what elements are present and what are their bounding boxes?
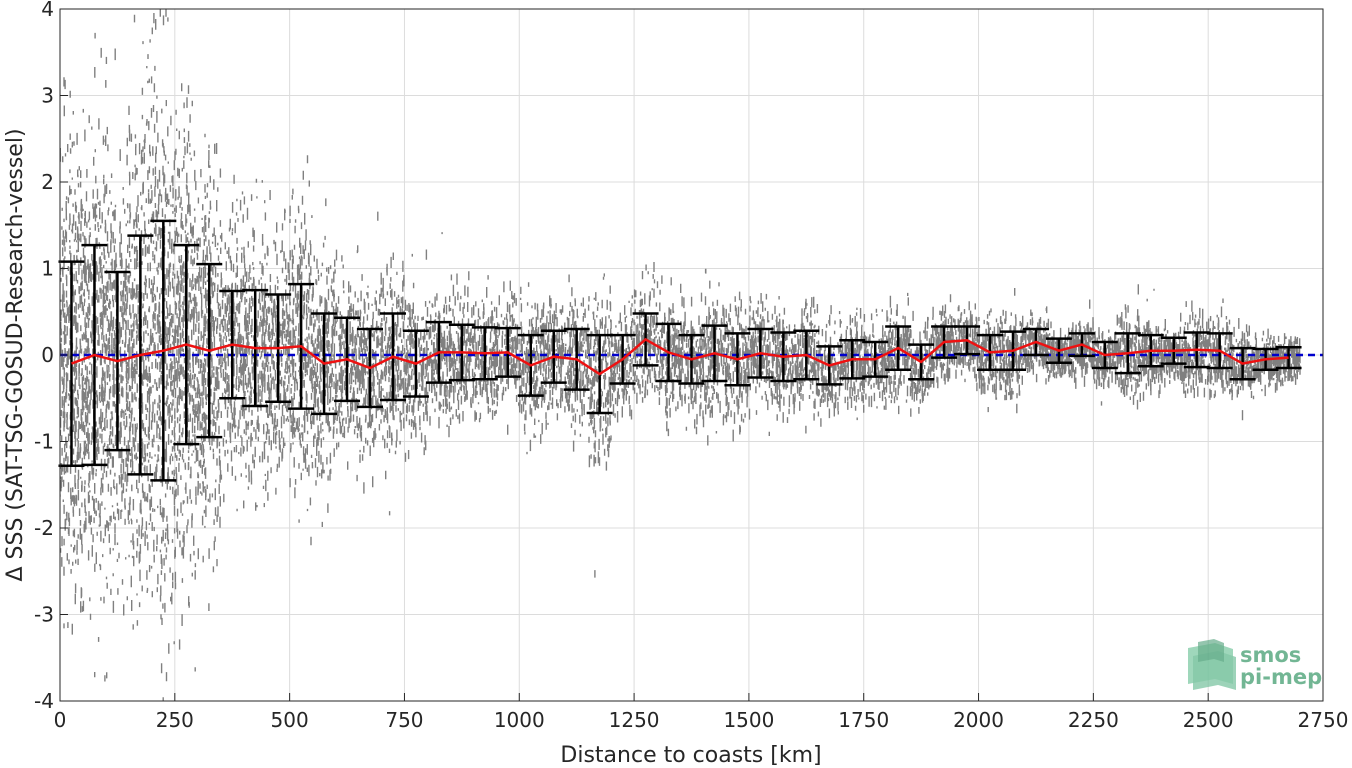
watermark-line1: smos: [1240, 643, 1301, 667]
y-tick-label: 0: [41, 343, 54, 367]
x-tick-label: 2500: [1183, 708, 1234, 732]
watermark: smos pi-mep: [1188, 639, 1322, 690]
x-tick-label: 0: [54, 708, 67, 732]
watermark-line2: pi-mep: [1240, 665, 1322, 689]
x-tick-label: 500: [271, 708, 309, 732]
scatter-cloud: [60, 9, 1301, 701]
y-tick-label: 3: [41, 84, 54, 108]
y-tick-label: 4: [41, 0, 54, 21]
x-tick-label: 750: [385, 708, 423, 732]
x-tick-label: 250: [156, 708, 194, 732]
y-axis-ticks: -4 -3 -2 -1 0 1 2 3 4: [34, 0, 68, 713]
mean-line: [71, 337, 1289, 376]
x-tick-label: 2250: [1068, 708, 1119, 732]
y-tick-label: 2: [41, 170, 54, 194]
y-tick-label: -3: [34, 603, 54, 627]
y-tick-label: -2: [34, 516, 54, 540]
error-bar: [58, 260, 85, 467]
scatter-points: [60, 9, 1301, 701]
x-tick-label: 2750: [1298, 708, 1349, 732]
x-tick-label: 1250: [609, 708, 660, 732]
x-tick-label: 1000: [494, 708, 545, 732]
smos-wave-logo-icon: [1188, 639, 1236, 690]
x-tick-label: 2000: [953, 708, 1004, 732]
x-axis-label: Distance to coasts [km]: [560, 743, 821, 768]
y-tick-label: -4: [34, 689, 54, 713]
x-tick-label: 1750: [838, 708, 889, 732]
y-tick-label: -1: [34, 430, 54, 454]
y-axis-label: Δ SSS (SAT-TSG-GOSUD-Research-vessel): [3, 128, 28, 581]
x-axis-ticks: 0 250 500 750 1000 1250 1500 1750 2000 2250 2500 27…: [54, 693, 1349, 732]
y-tick-label: 1: [41, 257, 54, 281]
x-tick-label: 1500: [723, 708, 774, 732]
